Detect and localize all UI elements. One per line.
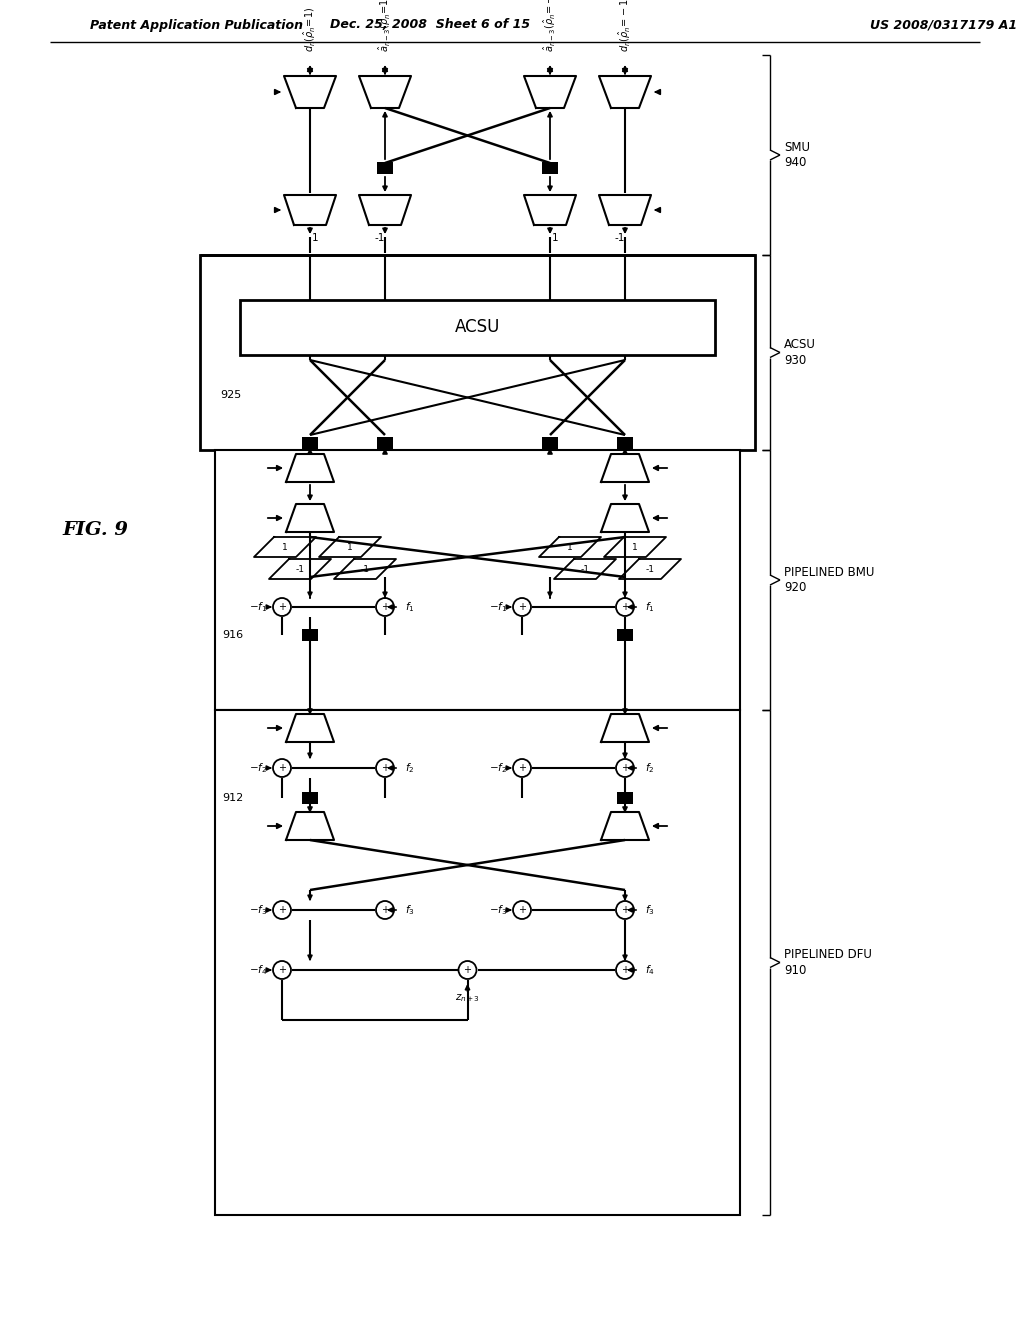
Text: +: + xyxy=(381,602,389,612)
Text: $f_3$: $f_3$ xyxy=(406,903,415,917)
Text: 912: 912 xyxy=(222,793,244,803)
Bar xyxy=(377,437,393,449)
Text: Patent Application Publication: Patent Application Publication xyxy=(90,18,303,32)
Bar xyxy=(302,630,318,642)
Text: Dec. 25, 2008  Sheet 6 of 15: Dec. 25, 2008 Sheet 6 of 15 xyxy=(330,18,530,32)
Text: +: + xyxy=(621,602,629,612)
Text: US 2008/0317179 A1: US 2008/0317179 A1 xyxy=(870,18,1017,32)
Bar xyxy=(617,630,633,642)
Bar xyxy=(617,437,633,449)
Text: $-f_4$: $-f_4$ xyxy=(249,964,267,977)
Text: SMU
940: SMU 940 xyxy=(784,141,810,169)
Text: +: + xyxy=(518,602,526,612)
Text: 1: 1 xyxy=(347,543,353,552)
Text: -1: -1 xyxy=(360,565,370,573)
Text: 916: 916 xyxy=(222,630,243,640)
Text: 1: 1 xyxy=(311,234,318,243)
Text: PIPELINED DFU
910: PIPELINED DFU 910 xyxy=(784,949,871,977)
Text: FIG. 9: FIG. 9 xyxy=(62,521,128,539)
Text: +: + xyxy=(621,906,629,915)
Text: $z_{n+3}$: $z_{n+3}$ xyxy=(455,993,480,1005)
Text: 1: 1 xyxy=(567,543,572,552)
Text: -1: -1 xyxy=(375,234,385,243)
Text: +: + xyxy=(278,602,286,612)
Text: $-f_2$: $-f_2$ xyxy=(249,762,267,775)
Text: ACSU: ACSU xyxy=(455,318,500,337)
Text: -1: -1 xyxy=(581,565,590,573)
Text: +: + xyxy=(278,763,286,774)
Text: +: + xyxy=(278,965,286,975)
Text: +: + xyxy=(381,763,389,774)
Bar xyxy=(240,300,715,355)
Text: +: + xyxy=(464,965,471,975)
Text: +: + xyxy=(278,906,286,915)
Text: +: + xyxy=(518,763,526,774)
Text: $f_2$: $f_2$ xyxy=(406,762,415,775)
Text: $d_n(\hat{\rho}_n\!=\!1)$: $d_n(\hat{\rho}_n\!=\!1)$ xyxy=(302,7,318,51)
Text: $d_n(\hat{\rho}_n\!=\!-1)$: $d_n(\hat{\rho}_n\!=\!-1)$ xyxy=(616,0,633,51)
Text: 1: 1 xyxy=(283,543,288,552)
Bar xyxy=(617,792,633,804)
Text: 1: 1 xyxy=(552,234,558,243)
Text: $-f_1$: $-f_1$ xyxy=(249,601,267,614)
Text: +: + xyxy=(621,965,629,975)
Text: $\hat{a}_{n-3}(\hat{\rho}_n\!=\!-1)$: $\hat{a}_{n-3}(\hat{\rho}_n\!=\!-1)$ xyxy=(542,0,558,51)
Bar xyxy=(542,162,558,174)
Text: PIPELINED BMU
920: PIPELINED BMU 920 xyxy=(784,566,874,594)
Text: $f_2$: $f_2$ xyxy=(645,762,654,775)
Text: +: + xyxy=(621,763,629,774)
Text: 925: 925 xyxy=(220,389,242,400)
Text: $-f_3$: $-f_3$ xyxy=(488,903,507,917)
Bar xyxy=(215,710,740,1214)
Bar xyxy=(302,792,318,804)
Bar xyxy=(200,255,755,450)
Text: $-f_2$: $-f_2$ xyxy=(488,762,507,775)
Text: -1: -1 xyxy=(645,565,654,573)
Text: $\hat{a}_{n-3}(\hat{\rho}_n\!=\!1)$: $\hat{a}_{n-3}(\hat{\rho}_n\!=\!1)$ xyxy=(377,0,393,51)
Text: $f_1$: $f_1$ xyxy=(406,601,415,614)
Bar xyxy=(215,450,740,710)
Text: $-f_3$: $-f_3$ xyxy=(249,903,267,917)
Text: 1: 1 xyxy=(632,543,638,552)
Text: +: + xyxy=(518,906,526,915)
Text: +: + xyxy=(381,906,389,915)
Text: $f_3$: $f_3$ xyxy=(645,903,655,917)
Text: -1: -1 xyxy=(296,565,304,573)
Bar xyxy=(542,437,558,449)
Text: ACSU
930: ACSU 930 xyxy=(784,338,816,367)
Text: $-f_1$: $-f_1$ xyxy=(488,601,507,614)
Text: $f_1$: $f_1$ xyxy=(645,601,654,614)
Text: $f_4$: $f_4$ xyxy=(645,964,655,977)
Bar xyxy=(377,162,393,174)
Text: -1: -1 xyxy=(614,234,626,243)
Bar xyxy=(302,437,318,449)
